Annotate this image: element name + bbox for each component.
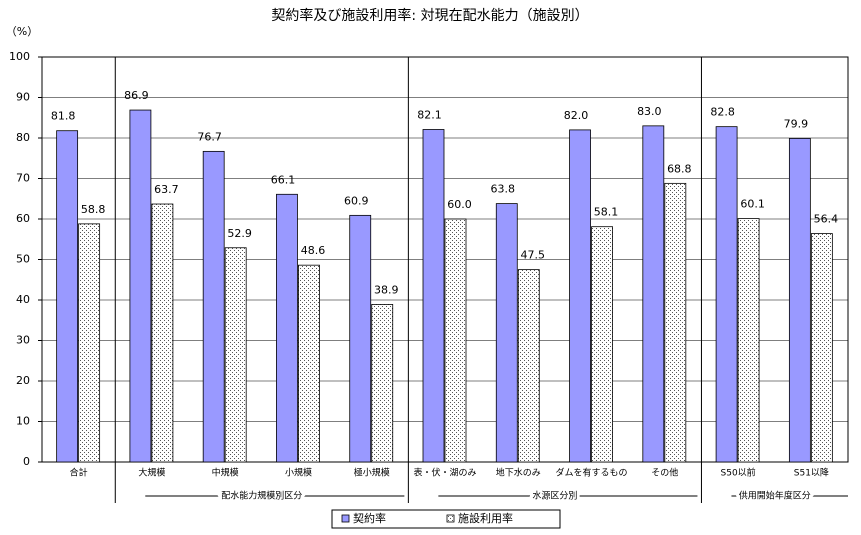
x-tick-label: S50以前 (721, 467, 756, 479)
group-label: 配水能力規模別区分 (221, 490, 302, 502)
bar (224, 247, 247, 463)
value-label: 38.9 (374, 283, 399, 296)
group-label: 水源区分別 (532, 490, 577, 502)
bar (517, 269, 540, 463)
y-tick-label: 20 (16, 374, 30, 387)
value-label: 48.6 (301, 244, 326, 257)
y-tick-label: 10 (16, 415, 30, 428)
x-tick-label: その他 (651, 467, 678, 479)
bar (444, 218, 467, 463)
value-label: 60.0 (447, 198, 472, 211)
bar (56, 130, 79, 463)
x-tick-label: 中規模 (212, 467, 239, 479)
bar (371, 304, 394, 463)
bar (569, 129, 591, 463)
y-tick-label: 30 (16, 334, 30, 347)
y-tick-label: 70 (16, 172, 30, 185)
value-label: 76.7 (197, 130, 222, 143)
legend-swatch (341, 514, 350, 523)
y-tick-label: 90 (16, 91, 30, 104)
legend-label: 契約率 (353, 511, 386, 525)
x-tick-label: 極小規模 (354, 467, 390, 479)
bar (495, 203, 518, 463)
bar (78, 223, 101, 463)
y-tick-label: 60 (16, 212, 30, 225)
bar (810, 233, 833, 463)
x-tick-label: ダムを有するもの (556, 467, 628, 479)
value-label: 68.8 (667, 162, 692, 175)
group-label: 供用開始年度区分 (739, 490, 811, 502)
value-label: 82.8 (710, 106, 735, 119)
bar (642, 125, 665, 463)
value-label: 58.1 (594, 206, 619, 219)
y-tick-label: 0 (23, 455, 30, 468)
value-label: 56.4 (814, 213, 839, 226)
value-label: 52.9 (227, 227, 252, 240)
value-label: 60.1 (740, 198, 765, 211)
y-tick-label: 80 (16, 131, 30, 144)
bar (129, 109, 152, 463)
bar (664, 182, 687, 463)
value-label: 86.9 (124, 89, 149, 102)
x-tick-label: 地下水のみ (496, 467, 541, 479)
value-label: 83.0 (637, 105, 662, 118)
legend-swatch (446, 514, 455, 523)
y-tick-label: 40 (16, 293, 30, 306)
value-label: 66.1 (271, 173, 296, 186)
bar (298, 264, 320, 463)
y-tick-label: 50 (16, 253, 30, 266)
value-label: 60.9 (344, 194, 369, 207)
x-tick-label: 小規模 (285, 468, 312, 479)
bar (737, 218, 760, 463)
value-label: 79.9 (784, 117, 809, 130)
legend-label: 施設利用率 (458, 511, 513, 525)
bar (422, 129, 445, 463)
value-label: 81.8 (51, 110, 76, 123)
bar (202, 150, 225, 463)
value-label: 58.8 (81, 203, 106, 216)
chart-title: 契約率及び施設利用率: 対現在配水能力（施設別） (271, 7, 588, 24)
bar (788, 138, 811, 463)
bar (151, 203, 174, 463)
bar (591, 226, 613, 463)
y-axis-label: （%） (6, 25, 38, 38)
bar (276, 193, 298, 463)
x-tick-label: 合計 (70, 467, 88, 479)
x-tick-label: 大規模 (138, 467, 165, 479)
bar (349, 214, 372, 463)
value-label: 82.0 (564, 109, 589, 122)
bar (715, 126, 738, 463)
value-label: 47.5 (521, 249, 546, 262)
x-tick-label: S51以降 (794, 467, 829, 479)
y-tick-label: 100 (9, 50, 30, 63)
value-label: 63.7 (154, 183, 179, 196)
x-tick-label: 表・伏・湖のみ (413, 467, 476, 479)
legend-box (331, 509, 561, 529)
value-label: 82.1 (417, 108, 442, 121)
value-label: 63.8 (491, 183, 516, 196)
